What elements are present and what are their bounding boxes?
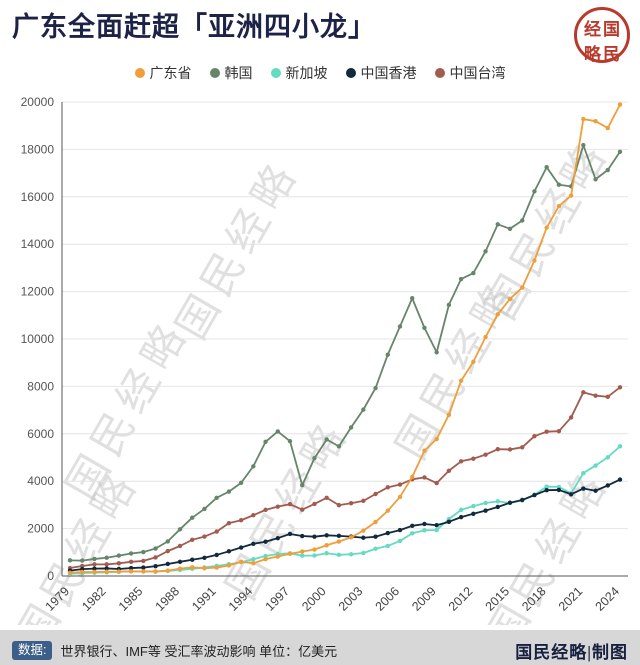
legend-dot-icon xyxy=(345,68,356,78)
svg-text:2021: 2021 xyxy=(556,584,586,614)
svg-text:16000: 16000 xyxy=(21,190,55,204)
legend-label: 中国香港 xyxy=(360,65,417,81)
legend-item-korea: 韩国 xyxy=(209,63,253,83)
svg-text:2024: 2024 xyxy=(593,584,623,614)
chart-area: 国民经略 国民经略 国民经略 国民经略 国民经略 国民经略 国民经略 0 2000 4000 600… xyxy=(0,86,640,658)
brand-seal: 经 国 略 民 xyxy=(574,7,630,64)
legend-item-singapore: 新加坡 xyxy=(270,63,328,83)
svg-text:国民经略: 国民经略 xyxy=(169,151,309,347)
legend-item-taiwan: 中国台湾 xyxy=(434,63,506,83)
legend-item-guangdong: 广东省 xyxy=(134,63,192,83)
svg-text:2009: 2009 xyxy=(409,584,439,614)
svg-text:2006: 2006 xyxy=(373,584,403,614)
svg-text:6000: 6000 xyxy=(27,427,54,441)
legend-label: 广东省 xyxy=(149,65,192,81)
source-badge: 数据: xyxy=(12,640,53,660)
gdp-line-chart: 国民经略国民经略国民经略国民经略国民经略国民经略国民经略020004000600… xyxy=(9,95,628,658)
credit-text: 国民经略|制图 xyxy=(515,642,628,662)
source-text: 世界银行、IMF等 受汇率波动影响 单位：亿美元 xyxy=(60,643,338,659)
chart-legend: 广东省 韩国 新加坡 中国香港 中国台湾 xyxy=(0,60,640,86)
legend-label: 新加坡 xyxy=(285,65,328,81)
svg-text:14000: 14000 xyxy=(21,237,55,251)
svg-text:12000: 12000 xyxy=(21,285,55,299)
header: 广东全面赶超「亚洲四小龙」 经 国 略 民 xyxy=(0,0,640,64)
svg-text:10000: 10000 xyxy=(21,332,55,346)
footer: 数据: 世界银行、IMF等 受汇率波动影响 单位：亿美元 国民经略|制图 xyxy=(0,630,640,665)
svg-text:18000: 18000 xyxy=(21,142,55,156)
legend-label: 中国台湾 xyxy=(449,65,506,81)
svg-text:2000: 2000 xyxy=(27,522,54,536)
svg-text:1988: 1988 xyxy=(153,584,183,614)
seal-char: 略 xyxy=(584,45,601,64)
seal-char: 民 xyxy=(603,45,620,64)
svg-text:1985: 1985 xyxy=(116,584,146,614)
seal-char: 经 xyxy=(584,20,601,39)
legend-dot-icon xyxy=(209,68,220,78)
svg-text:2012: 2012 xyxy=(446,584,476,614)
legend-dot-icon xyxy=(434,68,445,78)
legend-label: 韩国 xyxy=(224,65,253,81)
legend-dot-icon xyxy=(134,68,145,78)
svg-text:2000: 2000 xyxy=(299,584,329,614)
legend-item-hongkong: 中国香港 xyxy=(345,63,417,83)
svg-text:国民经略: 国民经略 xyxy=(479,131,619,327)
svg-text:0: 0 xyxy=(47,569,54,583)
legend-dot-icon xyxy=(270,68,281,78)
svg-text:20000: 20000 xyxy=(21,95,55,109)
svg-text:1991: 1991 xyxy=(189,584,219,614)
svg-text:4000: 4000 xyxy=(27,474,54,488)
svg-text:8000: 8000 xyxy=(27,379,54,393)
svg-text:2003: 2003 xyxy=(336,584,366,614)
seal-char: 国 xyxy=(603,20,620,39)
page-title: 广东全面赶超「亚洲四小龙」 xyxy=(12,12,376,42)
